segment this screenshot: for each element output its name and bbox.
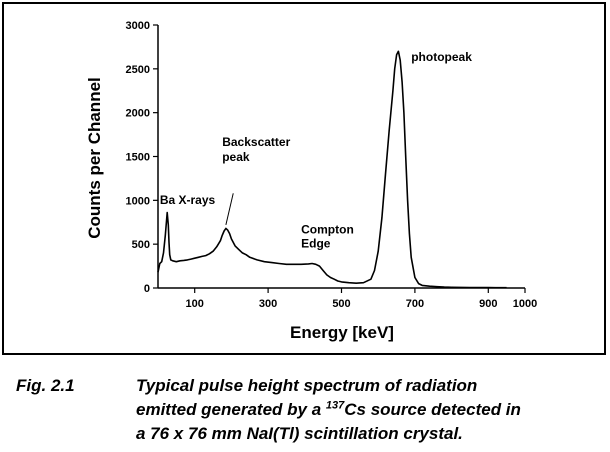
annotation-label: Ba X-rays <box>160 193 216 207</box>
backscatter-pointer <box>225 193 234 225</box>
x-axis-title: Energy [keV] <box>290 323 394 342</box>
caption-line-2-end: Cs source detected in <box>344 400 521 419</box>
caption-label: Fig. 2.1 <box>16 376 75 395</box>
caption-line-2: emitted generated by a 137Cs source dete… <box>136 398 606 422</box>
annotation-label: peak <box>222 150 250 164</box>
annotation-label: Edge <box>301 237 331 251</box>
y-tick-label: 1000 <box>126 195 150 207</box>
y-axis-title: Counts per Channel <box>85 77 104 239</box>
x-tick-label: 900 <box>479 298 497 310</box>
caption-isotope-mass: 137 <box>325 399 345 412</box>
caption-line-2-start: emitted generated by a <box>136 400 326 419</box>
x-tick-label: 300 <box>259 298 277 310</box>
annotation-label: photopeak <box>411 50 472 64</box>
x-tick-label: 700 <box>406 298 424 310</box>
annotation-label: Backscatter <box>222 135 290 149</box>
x-tick-label: 1000 <box>513 298 537 310</box>
y-tick-label: 2500 <box>126 64 150 76</box>
figure-frame <box>2 2 606 355</box>
plot-area: 0 500 1000 1500 2000 2500 3000 100 300 500 700 900 1… <box>126 20 538 310</box>
caption-body: Typical pulse height spectrum of radiati… <box>136 374 606 446</box>
x-tick-label: 100 <box>186 298 204 310</box>
y-tick-label: 1500 <box>126 152 150 164</box>
spectrum-chart: 0 500 1000 1500 2000 2500 3000 100 300 500 700 900 1… <box>85 20 538 342</box>
y-tick-label: 500 <box>132 239 150 251</box>
annotation-label: Compton <box>301 223 354 237</box>
spectrum-line <box>157 50 507 289</box>
y-tick-label: 2000 <box>126 108 150 120</box>
y-tick-label: 3000 <box>126 20 150 32</box>
caption-line-1: Typical pulse height spectrum of radiati… <box>136 376 478 395</box>
caption-line-3: a 76 x 76 mm NaI(Tl) scintillation cryst… <box>136 424 463 443</box>
y-tick-label: 0 <box>144 283 150 295</box>
x-tick-label: 500 <box>332 298 350 310</box>
